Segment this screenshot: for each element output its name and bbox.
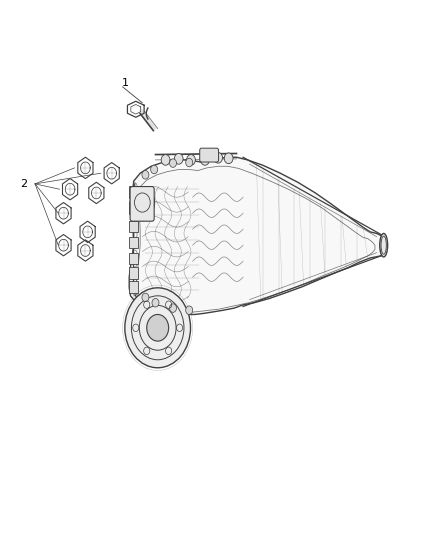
Text: 2: 2 <box>21 179 28 189</box>
FancyBboxPatch shape <box>200 148 219 162</box>
Circle shape <box>152 298 159 307</box>
Ellipse shape <box>380 233 388 257</box>
FancyBboxPatch shape <box>129 267 138 279</box>
Text: 1: 1 <box>121 78 128 87</box>
Circle shape <box>186 158 193 167</box>
Polygon shape <box>129 157 387 314</box>
Circle shape <box>161 155 170 165</box>
FancyBboxPatch shape <box>129 281 138 293</box>
Circle shape <box>186 306 193 314</box>
Circle shape <box>170 159 177 167</box>
Circle shape <box>130 188 155 217</box>
Circle shape <box>214 152 223 163</box>
Circle shape <box>174 154 183 164</box>
FancyBboxPatch shape <box>129 186 138 198</box>
Circle shape <box>201 155 209 165</box>
Circle shape <box>151 165 158 174</box>
Circle shape <box>142 171 149 179</box>
Circle shape <box>142 293 149 302</box>
Circle shape <box>170 304 177 312</box>
FancyBboxPatch shape <box>130 187 154 221</box>
FancyBboxPatch shape <box>129 221 138 232</box>
FancyBboxPatch shape <box>129 202 138 214</box>
Circle shape <box>224 153 233 164</box>
Circle shape <box>125 288 191 368</box>
FancyBboxPatch shape <box>129 253 138 264</box>
FancyBboxPatch shape <box>129 237 138 248</box>
Circle shape <box>187 155 195 165</box>
Circle shape <box>147 314 169 341</box>
